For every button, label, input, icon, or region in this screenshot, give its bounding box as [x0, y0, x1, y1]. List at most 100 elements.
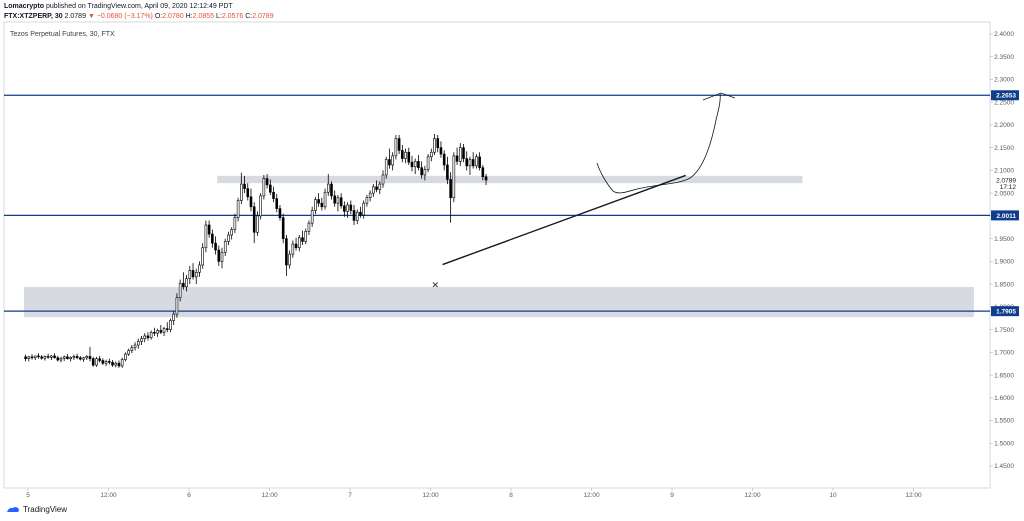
candle-body	[297, 237, 301, 249]
x-tick-label: 5	[26, 492, 30, 499]
price-label: 1.7905	[996, 309, 1016, 316]
open-value: 2.0780	[162, 13, 184, 20]
footer-brand[interactable]: TradingView	[6, 505, 67, 514]
trendline	[442, 174, 686, 266]
candle-body	[252, 206, 256, 233]
candle-body	[140, 338, 143, 342]
candle-body	[178, 282, 182, 299]
zones-layer	[23, 175, 974, 318]
x-tick-label: 12:00	[905, 492, 922, 499]
candle-body	[320, 202, 324, 208]
candle-body	[278, 208, 282, 219]
y-tick-label: 1.7500	[994, 327, 1014, 334]
candle-body	[481, 167, 485, 178]
candle-body	[397, 138, 401, 151]
candle-body	[182, 282, 185, 288]
candle-body	[384, 159, 388, 176]
candle-body	[426, 156, 430, 170]
x-tick-label: 12:00	[422, 492, 439, 499]
price-label: 2.2653	[996, 93, 1016, 100]
candle-body	[349, 204, 353, 211]
y-tick-label: 2.4000	[994, 31, 1014, 38]
candle-body	[233, 217, 237, 230]
candle-body	[165, 328, 169, 330]
last-price-label: 2.0789	[996, 177, 1016, 184]
candle-body	[50, 355, 53, 358]
candle-body	[185, 278, 188, 288]
candle-body	[46, 356, 50, 358]
candle-body	[281, 217, 285, 239]
candle-body	[156, 330, 159, 334]
candle-body	[53, 355, 56, 359]
down-arrow-icon: ▼	[87, 13, 95, 20]
low-label: L:	[215, 13, 222, 20]
candle-body	[368, 192, 372, 199]
candle-body	[352, 210, 356, 221]
candle-body	[423, 169, 427, 176]
candle-body	[95, 358, 98, 366]
candle-body	[359, 211, 362, 216]
candle-body	[207, 224, 211, 235]
candle-body	[272, 191, 275, 199]
candle-body	[198, 264, 201, 273]
high-label: H:	[185, 13, 193, 20]
candle-body	[82, 357, 85, 360]
candle-body	[288, 253, 291, 266]
x-tick-label: 12:00	[744, 492, 761, 499]
candle-body	[143, 335, 147, 339]
candle-body	[314, 199, 317, 211]
candle-body	[458, 147, 462, 162]
candle-body	[404, 151, 407, 159]
candle-body	[79, 357, 82, 360]
y-tick-label: 2.0500	[994, 190, 1014, 197]
candle-body	[56, 357, 60, 361]
sr-zone-0	[217, 175, 803, 184]
time-axis[interactable]: 5 12:00 6 12:00 7 12:00 8 12:00 9 12:00 10 12:00	[4, 487, 990, 499]
countdown-label: 17:12	[1000, 184, 1017, 191]
close-label: C:	[245, 13, 253, 20]
candle-body	[114, 362, 118, 366]
candle-body	[265, 178, 269, 186]
candle-body	[33, 355, 37, 359]
candle-body	[343, 205, 346, 212]
candle-body	[449, 179, 452, 199]
price-axis[interactable]: 2.4000 2.3500 2.3000 2.2500 2.2000 2.1500 2.10…	[990, 31, 1019, 470]
x-marker: ×	[432, 281, 440, 291]
low-value: 2.0576	[221, 13, 244, 20]
chart-header: Lomacrypto published on TradingView.com,…	[4, 2, 274, 22]
candle-body	[243, 183, 246, 189]
candle-body	[188, 270, 192, 279]
candle-body	[133, 344, 137, 349]
candle-body	[391, 155, 394, 166]
candle-body	[117, 362, 121, 367]
candle-body	[169, 320, 172, 330]
y-tick-label: 2.3000	[994, 77, 1014, 84]
open-label: O:	[154, 13, 163, 20]
candle-body	[417, 161, 420, 168]
candle-body	[285, 238, 288, 266]
chart-pane-frame	[3, 21, 991, 489]
candle-body	[433, 138, 436, 153]
author-name[interactable]: Lomacrypto	[4, 3, 45, 10]
candle-body	[191, 270, 195, 278]
y-tick-label: 1.5500	[994, 418, 1014, 425]
y-tick-label: 1.6000	[994, 395, 1014, 402]
y-tick-label: 2.2500	[994, 99, 1014, 106]
candle-body	[43, 356, 47, 359]
x-tick-label: 9	[670, 492, 674, 499]
footer-brand-label: TradingView	[23, 505, 68, 514]
projection-arrowhead	[702, 92, 736, 101]
candle-body	[291, 243, 295, 255]
candle-body	[162, 328, 166, 333]
candle-body	[304, 231, 308, 242]
last-price: 2.0789	[64, 13, 86, 20]
candle-body	[339, 197, 343, 207]
candle-body	[172, 313, 176, 321]
candle-body	[175, 297, 179, 315]
publish-info: published on TradingView.com, April 09, …	[46, 3, 233, 10]
candle-body	[410, 161, 414, 168]
candle-body	[413, 161, 417, 168]
candle-body	[66, 356, 69, 359]
x-tick-label: 8	[509, 492, 513, 499]
